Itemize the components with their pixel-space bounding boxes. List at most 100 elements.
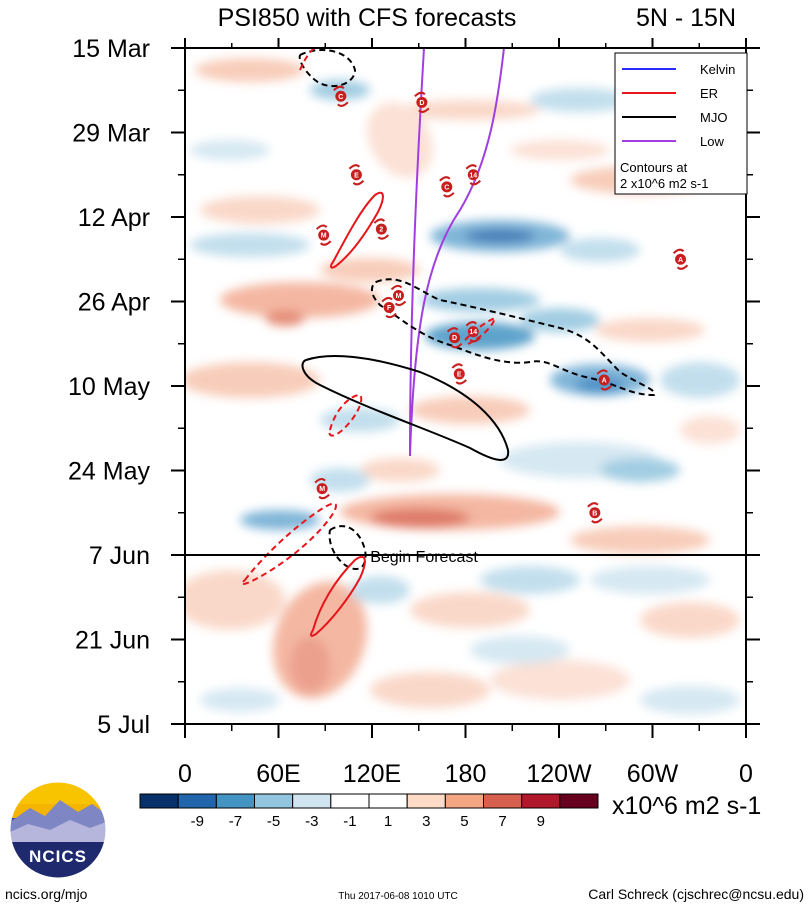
legend-note-line2: 2 x10^6 m2 s-1 bbox=[620, 176, 708, 191]
legend-note-line1: Contours at bbox=[620, 160, 688, 175]
mjo-contour-dashed-upper bbox=[298, 49, 357, 88]
x-tick-label: 60E bbox=[256, 760, 300, 788]
legend-box bbox=[614, 52, 748, 195]
y-tick-label: 26 Apr bbox=[78, 289, 150, 317]
storm-marker-label: A bbox=[678, 257, 683, 264]
storm-marker: D bbox=[446, 327, 463, 349]
legend-label: Kelvin bbox=[700, 62, 735, 77]
storm-marker: M bbox=[314, 478, 330, 500]
storm-marker-label: C bbox=[338, 94, 343, 101]
storm-marker-label: E bbox=[354, 172, 359, 179]
chart-title: PSI850 with CFS forecasts bbox=[218, 4, 517, 32]
storm-marker: E bbox=[348, 164, 365, 186]
mjo-contour-dashed-middle bbox=[370, 278, 656, 397]
colorbar-bin bbox=[177, 793, 217, 809]
storm-marker-label: D bbox=[452, 335, 457, 342]
forecast-divider: Begin Forecast bbox=[185, 549, 746, 566]
colorbar: -9 -7 -5 -3 -1 1 3 5 7 9 bbox=[139, 793, 599, 830]
footer-site: ncics.org/mjo bbox=[5, 886, 88, 902]
colorbar-tick-label: 9 bbox=[537, 813, 545, 830]
x-tick-label: 60W bbox=[627, 760, 679, 788]
colorbar-bin bbox=[406, 793, 446, 809]
y-axis: 15 Mar 29 Mar 12 Apr 26 Apr 10 May 24 May 7 Ju… bbox=[68, 35, 760, 739]
y-tick-label: 12 Apr bbox=[78, 204, 150, 232]
y-tick-label: 21 Jun bbox=[75, 627, 150, 655]
colorbar-tick-label: 7 bbox=[498, 813, 506, 830]
y-tick-label: 10 May bbox=[68, 373, 150, 401]
storm-marker-label: 2 bbox=[379, 227, 383, 234]
low-contour bbox=[409, 48, 505, 457]
colorbar-bin bbox=[368, 793, 408, 809]
storm-marker: A bbox=[672, 248, 689, 270]
colorbar-tick-label: -3 bbox=[305, 813, 318, 830]
legend-label: Low bbox=[700, 134, 724, 149]
storm-marker: C bbox=[439, 176, 455, 198]
storm-marker-label: 14 bbox=[469, 329, 477, 336]
y-tick-label: 29 Mar bbox=[72, 120, 150, 148]
storm-marker-label: D bbox=[419, 100, 424, 107]
er-contour-solid-lower bbox=[310, 555, 366, 637]
storm-marker: D bbox=[414, 91, 430, 113]
footer-author: Carl Schreck (cjschrec@ncsu.edu) bbox=[588, 886, 804, 902]
mjo-contour-solid bbox=[301, 355, 510, 461]
storm-marker: B bbox=[587, 502, 603, 524]
x-tick-label: 0 bbox=[739, 760, 753, 788]
er-contour-solid-upper bbox=[330, 191, 384, 269]
x-tick-label: 120W bbox=[526, 760, 592, 788]
colorbar-bin bbox=[139, 793, 179, 809]
psi850-anomaly-field bbox=[185, 58, 740, 714]
y-tick-label: 24 May bbox=[68, 458, 150, 486]
er-contour-dashed-c bbox=[240, 502, 337, 586]
x-tick-label: 120E bbox=[343, 760, 401, 788]
legend: Kelvin ER MJO Low Contours at 2 x10^6 m2 s-… bbox=[614, 52, 748, 195]
colorbar-tick-label: -7 bbox=[229, 813, 242, 830]
legend-label: ER bbox=[700, 86, 718, 101]
colorbar-unit: x10^6 m2 s-1 bbox=[612, 792, 761, 820]
storm-marker-label: 14 bbox=[469, 172, 477, 179]
colorbar-bin bbox=[559, 793, 599, 809]
storm-marker-label: B bbox=[592, 510, 597, 517]
colorbar-tick-label: -1 bbox=[343, 813, 356, 830]
chart-subtitle-latitude: 5N - 15N bbox=[636, 4, 736, 32]
colorbar-tick-label: 5 bbox=[460, 813, 468, 830]
logo-text: NCICS bbox=[29, 847, 87, 866]
storm-marker: F bbox=[381, 296, 397, 319]
storm-marker-label: M bbox=[321, 233, 327, 240]
colorbar-tick-label: 3 bbox=[422, 813, 430, 830]
colorbar-bin bbox=[483, 793, 523, 809]
x-axis: 0 60E 120E 180 120W 60W 0 bbox=[178, 38, 753, 788]
storm-marker-label: F bbox=[387, 305, 392, 312]
x-tick-label: 0 bbox=[178, 760, 192, 788]
colorbar-tick-label: -9 bbox=[191, 813, 204, 830]
colorbar-bin bbox=[521, 793, 561, 809]
wave-contours bbox=[240, 48, 656, 637]
begin-forecast-label: Begin Forecast bbox=[370, 549, 478, 566]
footer-timestamp: Thu 2017-06-08 1010 UTC bbox=[338, 891, 458, 902]
er-contour-dashed-a bbox=[299, 48, 317, 71]
storm-marker-label: A bbox=[602, 377, 607, 384]
colorbar-bin bbox=[330, 793, 370, 809]
storm-marker: A bbox=[596, 369, 612, 391]
storm-marker: C bbox=[333, 85, 349, 107]
storm-marker: 14 bbox=[465, 321, 481, 343]
colorbar-tick-label: 1 bbox=[384, 813, 392, 830]
storm-marker: 2 bbox=[373, 218, 390, 240]
storm-marker-label: M bbox=[319, 486, 325, 493]
storm-marker-label: C bbox=[444, 184, 449, 191]
x-tick-label: 180 bbox=[445, 760, 487, 788]
colorbar-bin bbox=[444, 793, 485, 809]
colorbar-bin bbox=[254, 793, 294, 809]
storm-marker: 14 bbox=[465, 164, 481, 186]
storm-marker-label: E bbox=[457, 371, 462, 378]
ncics-logo: NCICS bbox=[9, 781, 107, 879]
colorbar-bin bbox=[215, 793, 255, 809]
mjo-contour-dashed-lower bbox=[328, 525, 367, 570]
legend-label: MJO bbox=[700, 110, 727, 125]
y-tick-label: 7 Jun bbox=[89, 542, 150, 570]
storm-marker: M bbox=[315, 224, 332, 246]
storm-marker: E bbox=[451, 363, 467, 385]
y-tick-label: 15 Mar bbox=[72, 35, 150, 63]
colorbar-tick-label: -5 bbox=[267, 813, 280, 830]
